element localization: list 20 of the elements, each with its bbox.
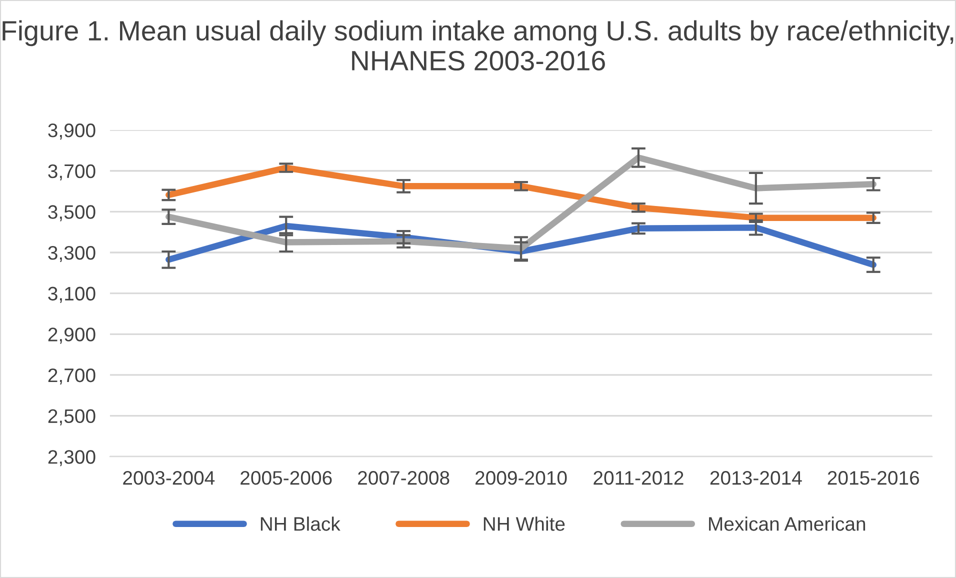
x-tick-label: 2007-2008 xyxy=(358,471,450,485)
y-tick-label: 3,900 xyxy=(48,124,96,140)
x-tick-label: 2003-2004 xyxy=(123,471,215,485)
y-tick-label: 2,900 xyxy=(48,328,96,344)
x-tick-label: 2005-2006 xyxy=(240,471,332,485)
legend-label: NH Black xyxy=(260,516,340,531)
y-tick-label: 2,300 xyxy=(48,450,96,466)
y-tick-label: 3,100 xyxy=(48,286,96,303)
x-tick-label: 2013-2014 xyxy=(710,471,802,485)
x-tick-label: 2011-2012 xyxy=(594,471,684,485)
x-tick-label: 2015-2016 xyxy=(828,471,920,485)
chart-title: Figure 1. Mean usual daily sodium intake among U.S. adults by race/ethnicity, NHANES 2003-2016 xyxy=(2,20,954,71)
legend-label: NH White xyxy=(484,516,565,531)
legend-label: Mexican American xyxy=(709,516,866,531)
y-tick-label: 3,300 xyxy=(48,246,96,262)
y-tick-label: 3,500 xyxy=(48,205,96,222)
y-tick-label: 2,500 xyxy=(48,409,96,426)
x-tick-label: 2009-2010 xyxy=(476,471,567,485)
y-tick-label: 2,700 xyxy=(48,368,96,385)
y-tick-label: 3,700 xyxy=(48,164,96,180)
